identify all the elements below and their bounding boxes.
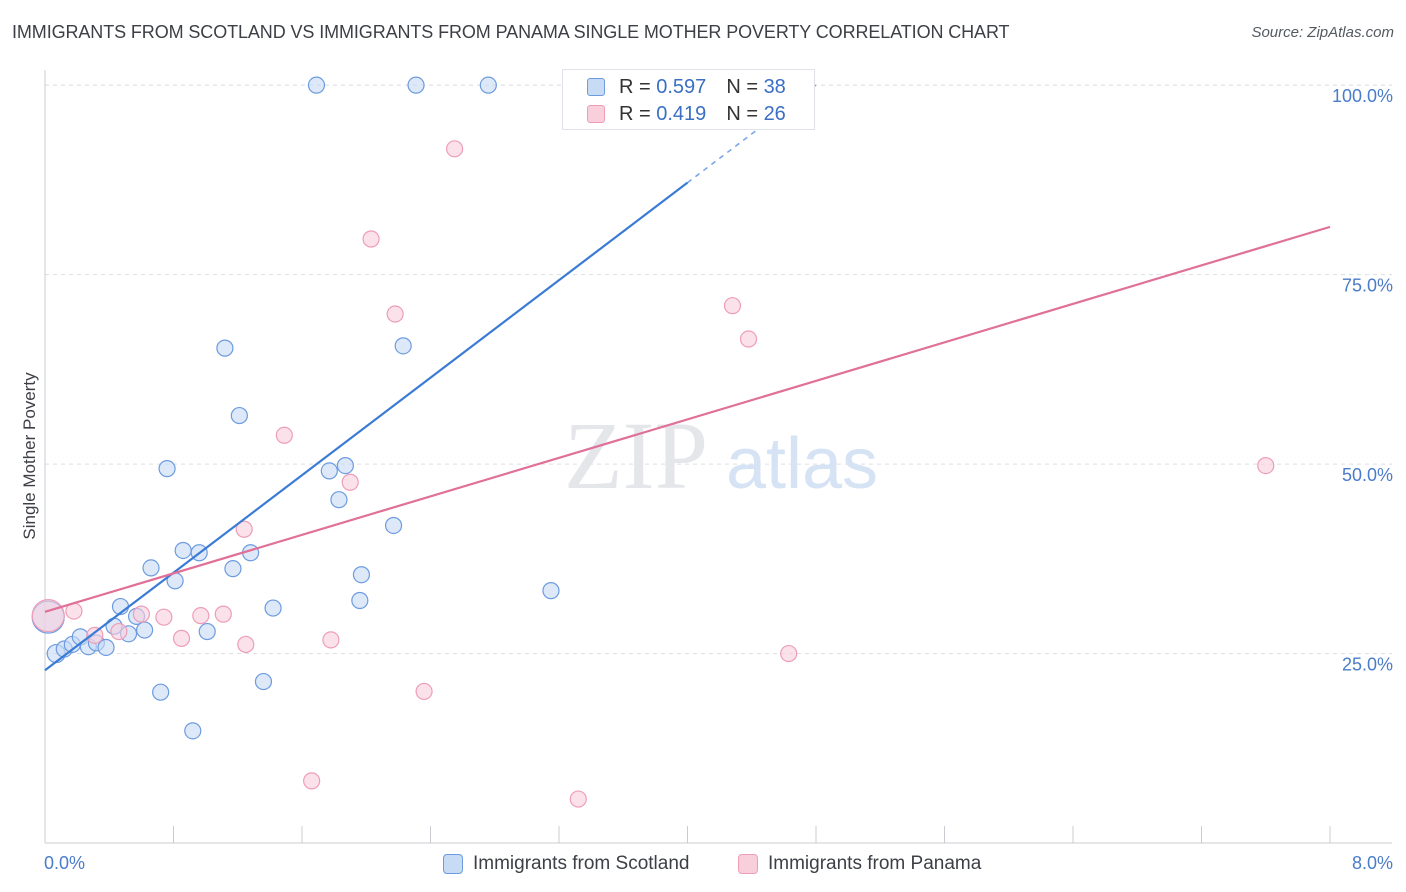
n-label: N = [726, 75, 758, 98]
scotland-point [254, 672, 273, 691]
scotland-point [184, 722, 202, 740]
scotland-legend-label: Immigrants from Scotland [473, 853, 690, 874]
panama-point [386, 305, 404, 323]
scotland-legend-swatch [443, 854, 463, 874]
panama-point [172, 629, 191, 647]
y-axis-label: Single Mother Poverty [20, 372, 39, 540]
panama-point [1257, 456, 1275, 475]
scotland-point [407, 76, 425, 94]
x-tick-label: 8.0% [1352, 853, 1393, 873]
chart-title: IMMIGRANTS FROM SCOTLAND VS IMMIGRANTS F… [12, 22, 1010, 42]
watermark-zip: ZIP [564, 402, 708, 509]
points-layer [31, 76, 1275, 808]
panama-point [415, 682, 433, 701]
panama-point [132, 605, 150, 623]
scotland-point [352, 566, 371, 584]
panama-point [192, 607, 210, 625]
tick-label-layer: 25.0% 50.0% 75.0% 100.0% 0.0% 8.0% [44, 86, 1393, 873]
panama-point [155, 608, 173, 626]
scotland-point [216, 339, 234, 357]
scotland-point [330, 491, 348, 509]
panama-trend-line [44, 225, 1331, 613]
x-tick-label: 0.0% [44, 853, 85, 873]
stats-row-scotland: R = 0.597 N = 38 [587, 74, 786, 100]
source-credit: Source: ZipAtlas.com [1251, 24, 1394, 41]
stats-legend: R = 0.597 N = 38 R = 0.419 N = 26 [562, 69, 815, 130]
y-tick-label: 100.0% [1332, 86, 1393, 106]
scotland-point [142, 559, 160, 577]
y-tick-label: 50.0% [1342, 465, 1393, 485]
scotland-point [384, 516, 403, 535]
panama-point [723, 297, 742, 315]
panama-point [341, 473, 359, 491]
panama-point [86, 626, 104, 644]
panama-point [739, 330, 758, 348]
scotland-r-value: 0.597 [656, 75, 707, 98]
legend-item-scotland[interactable]: Immigrants from Scotland [443, 851, 689, 877]
panama-point [237, 635, 255, 654]
scotland-point [394, 337, 412, 355]
panama-point [31, 599, 65, 633]
r-label: R = [619, 75, 651, 98]
scotland-point [224, 560, 242, 578]
scotland-swatch [587, 78, 605, 96]
scotland-point [264, 599, 282, 617]
grid-layer [45, 84, 1392, 655]
scotland-point [230, 406, 248, 425]
panama-swatch [587, 105, 605, 123]
scotland-point [174, 541, 192, 560]
y-tick-label: 25.0% [1342, 655, 1393, 675]
scotland-n-value: 38 [763, 75, 786, 98]
scotland-point [198, 622, 216, 641]
scotland-point [542, 582, 560, 600]
panama-legend-label: Immigrants from Panama [768, 853, 982, 874]
scotland-point [135, 621, 154, 639]
panama-point [322, 631, 340, 649]
y-tick-label: 75.0% [1342, 276, 1393, 296]
scotland-point [479, 76, 497, 94]
panama-r-value: 0.419 [656, 102, 707, 125]
panama-point [214, 605, 232, 623]
stats-row-panama: R = 0.419 N = 26 [587, 101, 786, 127]
watermark: ZIP atlas [564, 402, 878, 509]
scotland-point [336, 456, 354, 475]
scotland-trend-line [44, 181, 689, 672]
panama-point [303, 772, 321, 790]
panama-point [780, 644, 798, 663]
panama-point [235, 520, 253, 538]
scotland-point [307, 76, 326, 94]
r-label: R = [619, 102, 651, 125]
scotland-point [158, 460, 176, 478]
scotland-point [320, 462, 338, 480]
trend-layer [44, 84, 1331, 672]
legend-item-panama[interactable]: Immigrants from Panama [738, 851, 981, 877]
panama-point [110, 622, 128, 641]
panama-legend-swatch [738, 854, 758, 874]
watermark-atlas: atlas [726, 424, 878, 504]
scotland-point [97, 638, 115, 657]
scotland-point [351, 591, 369, 610]
axis-layer [44, 70, 1392, 844]
scotland-point [152, 683, 170, 701]
panama-point [569, 790, 587, 808]
panama-point [362, 230, 380, 248]
n-label: N = [726, 102, 758, 125]
panama-point [275, 426, 293, 444]
panama-n-value: 26 [763, 102, 786, 125]
panama-point [445, 140, 464, 158]
